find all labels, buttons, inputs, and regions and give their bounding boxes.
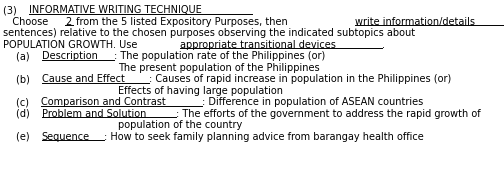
Text: : The efforts of the government to address the rapid growth of: : The efforts of the government to addre… bbox=[176, 108, 481, 119]
Text: Choose: Choose bbox=[3, 16, 51, 27]
Text: population of the country: population of the country bbox=[118, 120, 242, 130]
Text: sentences) relative to the chosen purposes observing the indicated subtopics abo: sentences) relative to the chosen purpos… bbox=[3, 28, 415, 38]
Text: from the 5 listed Expository Purposes, then: from the 5 listed Expository Purposes, t… bbox=[74, 16, 291, 27]
Text: Sequence: Sequence bbox=[42, 131, 90, 142]
Text: The present population of the Philippines: The present population of the Philippine… bbox=[118, 62, 320, 73]
Text: Description: Description bbox=[42, 51, 97, 61]
Text: write information/details: write information/details bbox=[355, 16, 475, 27]
Text: Effects of having large population: Effects of having large population bbox=[118, 85, 283, 96]
Text: 2: 2 bbox=[66, 16, 72, 27]
Text: (e): (e) bbox=[16, 131, 36, 142]
Text: Comparison and Contrast: Comparison and Contrast bbox=[41, 97, 166, 107]
Text: (b): (b) bbox=[16, 74, 36, 84]
Text: Cause and Effect: Cause and Effect bbox=[42, 74, 125, 84]
Text: : How to seek family planning advice from barangay health office: : How to seek family planning advice fro… bbox=[104, 131, 423, 142]
Text: .: . bbox=[382, 39, 385, 50]
Text: Problem and Solution: Problem and Solution bbox=[42, 108, 146, 119]
Text: (a): (a) bbox=[16, 51, 36, 61]
Text: : The population rate of the Philippines (or): : The population rate of the Philippines… bbox=[114, 51, 325, 61]
Text: (c): (c) bbox=[16, 97, 35, 107]
Text: INFORMATIVE WRITING TECHNIQUE: INFORMATIVE WRITING TECHNIQUE bbox=[29, 5, 202, 15]
Text: appropriate transitional devices: appropriate transitional devices bbox=[180, 39, 336, 50]
Text: (3): (3) bbox=[3, 5, 23, 15]
Text: : Difference in population of ASEAN countries: : Difference in population of ASEAN coun… bbox=[202, 97, 423, 107]
Text: : Causes of rapid increase in population in the Philippines (or): : Causes of rapid increase in population… bbox=[149, 74, 451, 84]
Text: POPULATION GROWTH. Use: POPULATION GROWTH. Use bbox=[3, 39, 141, 50]
Text: (d): (d) bbox=[16, 108, 36, 119]
